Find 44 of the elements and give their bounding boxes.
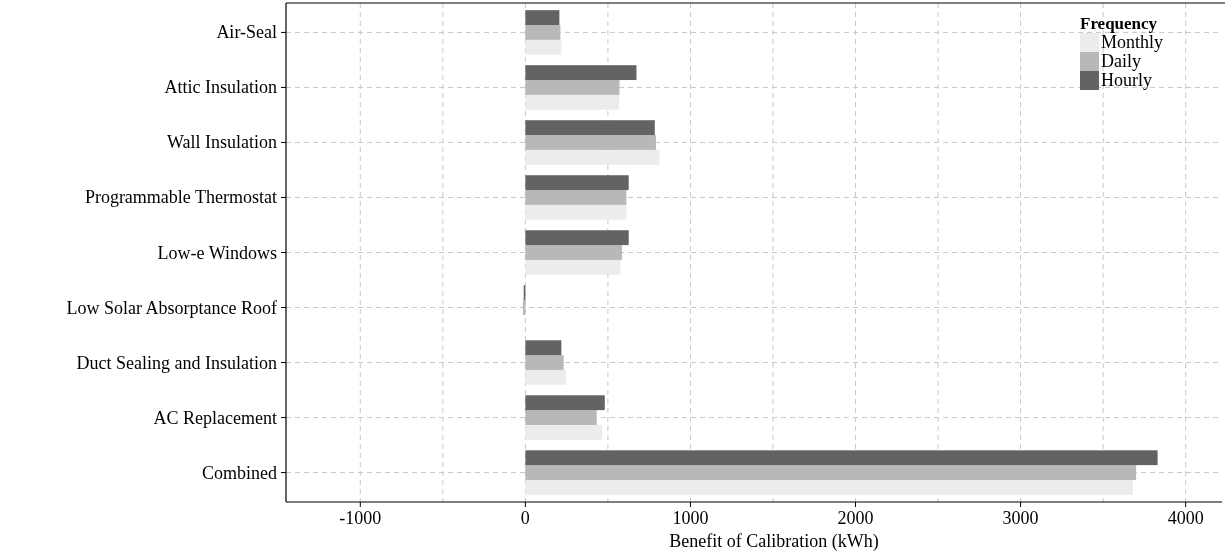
y-tick-label: Wall Insulation <box>166 132 277 153</box>
y-tick-label: Low-e Windows <box>157 242 277 263</box>
bar <box>525 245 623 260</box>
y-tick-label: Low Solar Absorptance Roof <box>66 297 277 318</box>
bar <box>525 80 620 95</box>
x-tick-label: 3000 <box>1002 508 1039 528</box>
y-tick-label: AC Replacement <box>153 407 277 428</box>
bar <box>525 259 621 275</box>
bar <box>525 135 656 150</box>
bar <box>525 175 629 191</box>
bar <box>525 230 629 246</box>
bar <box>525 369 567 385</box>
x-tick-label: 2000 <box>837 508 874 528</box>
x-tick-label: 1000 <box>672 508 709 528</box>
legend-label: Monthly <box>1101 32 1164 52</box>
bar <box>525 465 1137 480</box>
y-tick-label: Combined <box>202 462 277 483</box>
bar <box>525 10 560 26</box>
bar <box>525 190 627 205</box>
bar <box>525 94 620 110</box>
x-tick-label: 0 <box>520 508 530 528</box>
bar <box>525 39 562 55</box>
y-tick-label: Duct Sealing and Insulation <box>76 352 277 373</box>
bar <box>525 65 637 81</box>
bar <box>525 149 660 165</box>
bar <box>525 204 627 220</box>
x-tick-label: -1000 <box>339 508 382 528</box>
bar <box>525 340 562 356</box>
y-tick-label: Attic Insulation <box>164 77 277 98</box>
y-tick-label: Programmable Thermostat <box>84 187 277 208</box>
bar <box>525 424 603 440</box>
x-axis-title: Benefit of Calibration (kWh) <box>669 531 879 552</box>
bar <box>525 450 1158 466</box>
x-tick-label: 4000 <box>1167 508 1204 528</box>
bar <box>525 120 655 136</box>
legend-title: Frequency <box>1080 14 1158 33</box>
legend-label: Hourly <box>1101 70 1152 90</box>
bar <box>525 25 561 40</box>
bar <box>525 355 564 370</box>
bar <box>525 410 597 425</box>
bar <box>525 479 1133 495</box>
legend-label: Daily <box>1101 51 1141 71</box>
y-tick-label: Air-Seal <box>216 22 277 43</box>
bar <box>525 395 605 411</box>
